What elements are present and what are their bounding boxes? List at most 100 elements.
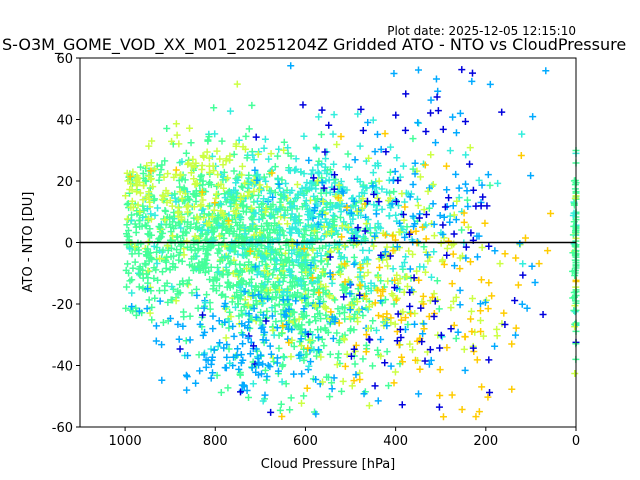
data-point [275,300,283,308]
data-point [290,216,298,224]
data-point [200,153,208,161]
data-point [462,254,470,262]
data-point [122,304,130,312]
data-point [420,325,428,333]
data-point [275,344,283,352]
data-point [128,289,136,297]
data-point [418,338,426,346]
data-point [221,194,229,202]
data-point [350,197,358,205]
data-point [258,206,266,214]
data-point [172,222,180,230]
data-point [195,266,203,274]
data-point [338,387,346,395]
data-point [333,361,341,369]
data-point [464,223,472,231]
data-point [341,315,349,323]
data-point [191,263,199,271]
data-point [136,208,144,216]
data-point [365,154,373,162]
data-point [267,150,275,158]
data-point [399,162,407,170]
data-point [212,190,220,198]
data-point [476,300,484,308]
data-point [259,360,267,368]
data-point [250,304,258,312]
data-point [128,197,136,205]
data-point [406,302,414,310]
data-point [458,66,466,74]
data-point [239,331,247,339]
data-point [475,408,483,416]
data-point [140,182,148,190]
data-point [222,293,230,301]
data-point [427,356,435,364]
data-point [183,223,191,231]
data-point [252,313,260,321]
data-point [422,127,430,135]
data-point [302,197,310,205]
data-point [342,289,350,297]
data-point [377,145,385,153]
data-point [435,403,443,411]
data-point [361,256,369,264]
data-point [347,209,355,217]
data-point [297,277,305,285]
data-point [259,235,267,243]
data-point [162,264,170,272]
data-point [252,368,260,376]
data-point [411,159,419,167]
data-point [272,256,280,264]
data-point [272,249,280,257]
data-point [484,305,492,313]
data-point [464,203,472,211]
data-point [269,326,277,334]
data-point [208,369,216,377]
data-point [428,293,436,301]
data-point [213,275,221,283]
data-point [570,200,578,208]
data-point [220,302,228,310]
data-point [291,220,299,228]
data-point [307,261,315,269]
data-point [255,291,263,299]
data-point [353,208,361,216]
data-point [198,206,206,214]
data-point [344,150,352,158]
data-point [259,270,267,278]
data-point [264,196,272,204]
data-point [245,125,253,133]
data-point [203,291,211,299]
data-point [262,336,270,344]
data-point [281,206,289,214]
data-point [217,388,225,396]
data-point [266,189,274,197]
data-point [381,130,389,138]
data-point [169,260,177,268]
data-point [354,175,362,183]
data-point [214,249,222,257]
data-point [364,118,372,126]
data-point [486,388,494,396]
data-point [209,162,217,170]
data-point [516,239,524,247]
data-point [392,111,400,119]
data-point [377,292,385,300]
data-point [468,69,476,77]
data-point [287,203,295,211]
data-point [358,189,366,197]
data-point [358,204,366,212]
data-point [293,226,301,234]
data-point [228,216,236,224]
data-point [359,127,367,135]
data-point [156,224,164,232]
data-point [392,296,400,304]
data-point [319,197,327,205]
data-point [420,206,428,214]
data-point [267,408,275,416]
data-point [182,337,190,345]
data-point [439,413,447,421]
data-point [317,252,325,260]
data-point [467,229,475,237]
data-point [386,252,394,260]
